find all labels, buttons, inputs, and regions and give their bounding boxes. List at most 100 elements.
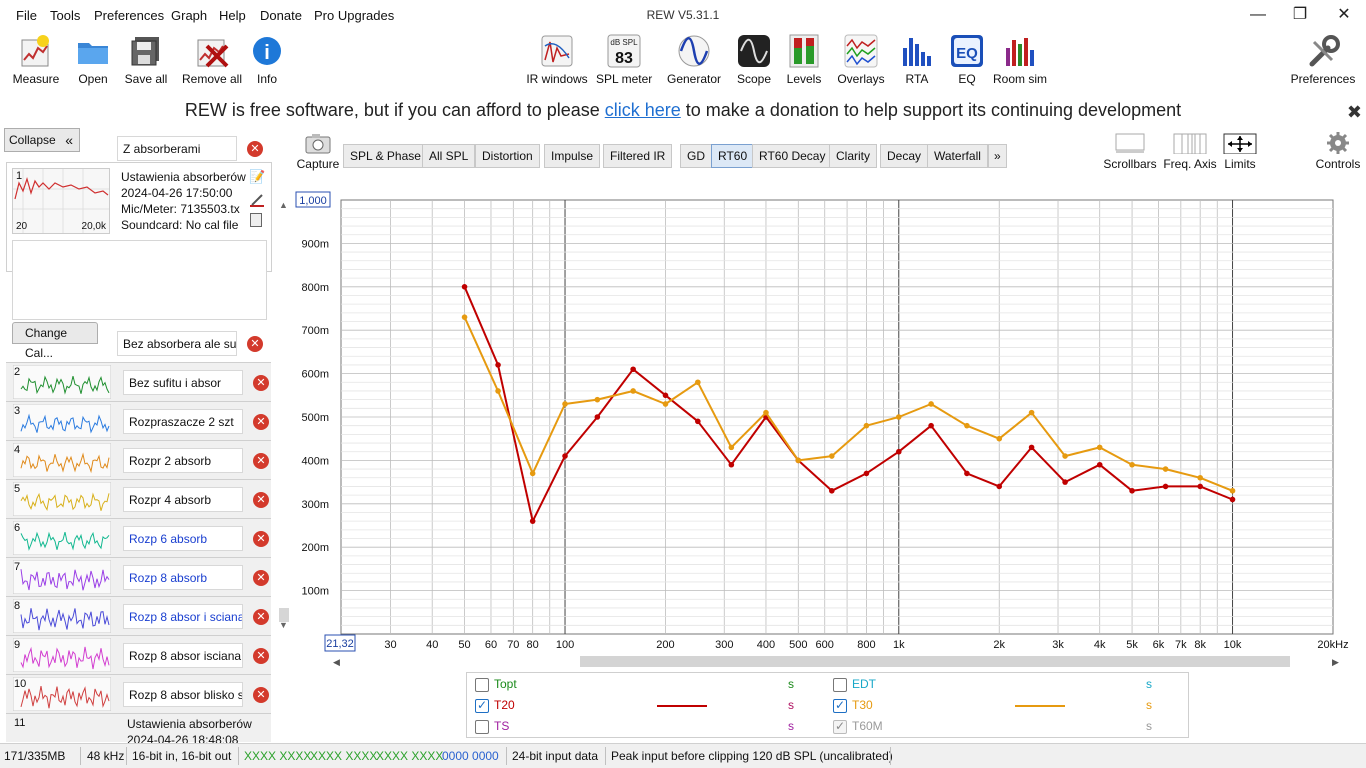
open-button[interactable]: Open	[74, 34, 112, 86]
freq-axis-toggle[interactable]: Freq. Axis	[1162, 132, 1218, 171]
t20-checkbox[interactable]	[475, 698, 489, 713]
remove-all-button[interactable]: Remove all	[180, 34, 244, 86]
measurement-thumbnail[interactable]: 1 20 20,0k	[12, 168, 110, 234]
measurement-item-10[interactable]: 10 Rozp 8 absor blisko s ✕	[6, 674, 271, 713]
generator-button[interactable]: Generator	[666, 34, 722, 86]
measurement-item-2[interactable]: 2 Bez sufitu i absor ✕	[6, 362, 271, 401]
menu-help[interactable]: Help	[219, 8, 246, 23]
scrollbars-toggle[interactable]: Scrollbars	[1100, 132, 1160, 171]
measurement-name-field[interactable]: Rozp 8 absorb	[123, 565, 243, 590]
collapse-button[interactable]: Collapse «	[4, 128, 80, 152]
measurement-item-3[interactable]: 3 Rozpraszacze 2 szt ✕	[6, 401, 271, 440]
document-icon[interactable]	[250, 213, 262, 227]
donation-link[interactable]: click here	[604, 100, 681, 120]
tab-spl-phase[interactable]: SPL & Phase	[343, 144, 428, 168]
menu-tools[interactable]: Tools	[50, 8, 81, 23]
measurement-name-field[interactable]: Rozp 6 absorb	[123, 526, 243, 551]
measurement-name-field[interactable]: Rozpr 2 absorb	[123, 448, 243, 473]
rta-button[interactable]: RTA	[900, 34, 934, 86]
ir-windows-button[interactable]: IR windows	[526, 34, 588, 86]
change-cal-button[interactable]: Change Cal...	[12, 322, 98, 360]
measurement-item-4[interactable]: 4 Rozpr 2 absorb ✕	[6, 440, 271, 479]
menu-preferences[interactable]: Preferences	[94, 8, 165, 23]
measurement-name-field[interactable]: Rozpraszacze 2 szt	[123, 409, 243, 434]
tab-rt60[interactable]: RT60	[711, 144, 755, 168]
panel-scrollbar[interactable]: ▲ ▼	[279, 200, 289, 630]
tab-waterfall[interactable]: Waterfall	[927, 144, 988, 168]
notes-area[interactable]	[12, 240, 267, 320]
measurement-item-5[interactable]: 5 Rozpr 4 absorb ✕	[6, 479, 271, 518]
delete-icon[interactable]: ✕	[253, 453, 269, 469]
menu-file[interactable]: File	[16, 8, 37, 23]
banner-close-icon[interactable]: ✖	[1346, 102, 1362, 122]
t30-checkbox[interactable]	[833, 698, 847, 713]
info-button[interactable]: i Info	[252, 34, 282, 86]
tab-all-spl[interactable]: All SPL	[422, 144, 476, 168]
limits-button[interactable]: Limits	[1218, 132, 1262, 171]
tab-filtered-ir[interactable]: Filtered IR	[603, 144, 673, 168]
levels-button[interactable]: Levels	[784, 34, 824, 86]
topt-checkbox[interactable]	[475, 678, 489, 692]
delete-icon[interactable]: ✕	[253, 375, 269, 391]
delete-icon[interactable]: ✕	[253, 414, 269, 430]
measure-button[interactable]: Measure	[10, 34, 62, 86]
ts-checkbox[interactable]	[475, 720, 489, 734]
measurement-thumbnail[interactable]	[13, 443, 111, 477]
measurement-item-7[interactable]: 7 Rozp 8 absorb ✕	[6, 557, 271, 596]
save-all-button[interactable]: Save all	[124, 34, 168, 86]
delete-icon[interactable]: ✕	[253, 609, 269, 625]
capture-button[interactable]: Capture	[296, 132, 340, 171]
scroll-up-icon[interactable]: ▲	[279, 200, 288, 210]
measurement-name-field[interactable]: Rozp 8 absor blisko s	[123, 682, 243, 707]
measurement-thumbnail[interactable]	[13, 482, 111, 516]
delete-icon[interactable]: ✕	[247, 336, 263, 352]
measurement-item-9[interactable]: 9 Rozp 8 absor isciana ✕	[6, 635, 271, 674]
measurement-name-field[interactable]: Rozpr 4 absorb	[123, 487, 243, 512]
measurement-name-field[interactable]: Bez sufitu i absor	[123, 370, 243, 395]
menu-pro-upgrades[interactable]: Pro Upgrades	[314, 8, 395, 23]
eq-button[interactable]: EQ EQ	[950, 34, 984, 86]
t60m-checkbox[interactable]	[833, 719, 847, 734]
measurement-name-field[interactable]: Rozp 8 absor isciana	[123, 643, 243, 668]
delete-icon[interactable]: ✕	[247, 141, 263, 157]
scroll-down-icon[interactable]: ▼	[279, 620, 288, 630]
selected-name-field[interactable]: Z absorberami	[117, 136, 237, 161]
measurement-thumbnail[interactable]	[13, 365, 111, 399]
pen-icon[interactable]	[250, 193, 264, 207]
t20-line-swatch[interactable]	[657, 705, 707, 707]
rename-field[interactable]: Bez absorbera ale su	[117, 331, 237, 356]
rt60-chart[interactable]: 900m 800m 700m 600m 500m 400m 300m 200m 100m 1,00…	[292, 126, 1366, 671]
controls-button[interactable]: Controls	[1312, 132, 1364, 171]
delete-icon[interactable]: ✕	[253, 687, 269, 703]
close-icon[interactable]: ✕	[1337, 6, 1351, 23]
tab-impulse[interactable]: Impulse	[544, 144, 601, 168]
measurement-name-field[interactable]: Rozp 8 absor i sciana	[123, 604, 243, 629]
measurement-thumbnail[interactable]	[13, 560, 111, 594]
spl-meter-button[interactable]: dB SPL 83 SPL meter	[596, 34, 652, 86]
tab-gd[interactable]: GD	[680, 144, 712, 168]
delete-icon[interactable]: ✕	[253, 492, 269, 508]
measurement-thumbnail[interactable]	[13, 521, 111, 555]
tab-decay[interactable]: Decay	[880, 144, 929, 168]
more-tabs-icon[interactable]: »	[988, 144, 1007, 168]
delete-icon[interactable]: ✕	[253, 648, 269, 664]
edit-notes-icon[interactable]: 📝	[249, 169, 266, 184]
measurement-thumbnail[interactable]	[13, 638, 111, 672]
tab-rt60-decay[interactable]: RT60 Decay	[752, 144, 833, 168]
measurement-item-6[interactable]: 6 Rozp 6 absorb ✕	[6, 518, 271, 557]
scope-button[interactable]: Scope	[734, 34, 774, 86]
measurement-item-11[interactable]: 11 Ustawienia absorberów 2024-04-26 18:4…	[6, 713, 271, 747]
menu-donate[interactable]: Donate	[260, 8, 302, 23]
minimize-icon[interactable]: —	[1250, 6, 1266, 23]
menu-graph[interactable]: Graph	[171, 8, 208, 23]
tab-distortion[interactable]: Distortion	[475, 144, 540, 168]
delete-icon[interactable]: ✕	[253, 570, 269, 586]
measurement-item-8[interactable]: 8 Rozp 8 absor i sciana ✕	[6, 596, 271, 635]
room-sim-button[interactable]: Room sim	[990, 34, 1050, 86]
overlays-button[interactable]: Overlays	[836, 34, 886, 86]
measurement-thumbnail[interactable]	[13, 599, 111, 633]
maximize-icon[interactable]: ❐	[1292, 6, 1308, 23]
preferences-button[interactable]: Preferences	[1290, 34, 1356, 86]
scroll-thumb[interactable]	[279, 608, 289, 622]
measurement-thumbnail[interactable]	[13, 677, 111, 711]
